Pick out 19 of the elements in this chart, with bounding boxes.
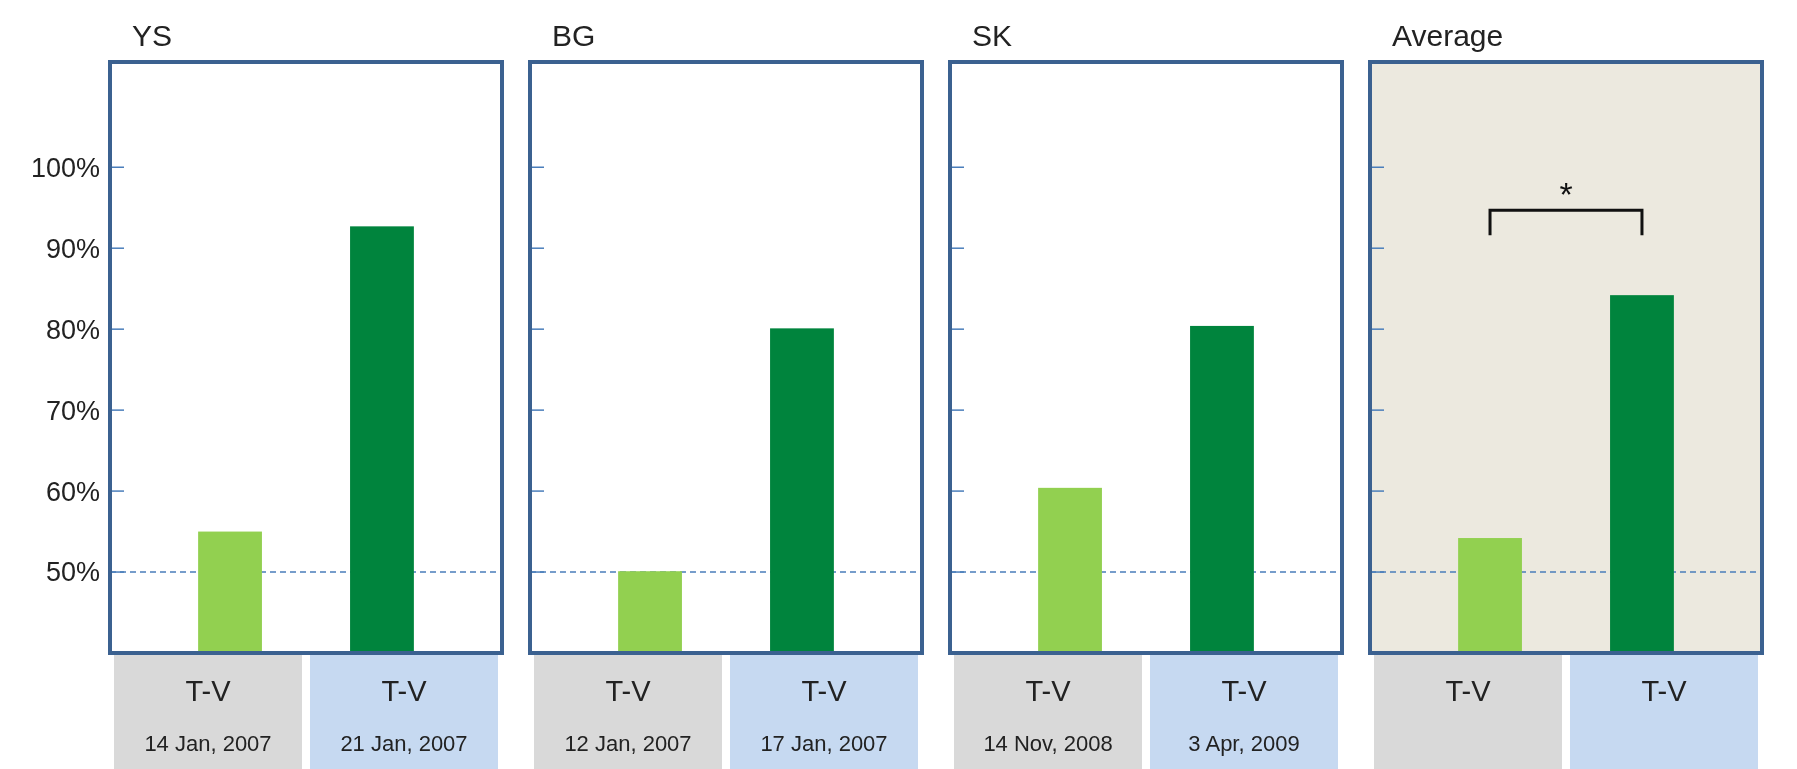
annotation: *: [1559, 175, 1573, 214]
chart-title: BG: [552, 19, 596, 52]
y-tick-label: 80%: [45, 314, 100, 345]
x-tick-label: T-V: [1445, 675, 1492, 707]
x-tick-label: T-V: [1641, 675, 1688, 707]
x-tick-label: T-V 12 Jan, 2007: [564, 675, 692, 756]
y-tick-label: 60%: [45, 476, 100, 507]
x-tick-label: T-V 14 Jan, 2007: [144, 675, 272, 756]
y-tick-label: 90%: [45, 233, 100, 264]
chart-title: Average: [1392, 19, 1504, 52]
y-tick-label: 70%: [45, 395, 100, 426]
chart-title: YS: [132, 19, 173, 52]
y-tick-label: 50%: [45, 557, 100, 588]
x-tick-label: T-V 14 Nov, 2008: [983, 675, 1113, 756]
y-tick-label: 100%: [30, 152, 100, 183]
x-tick-label: T-V 17 Jan, 2007: [760, 675, 888, 756]
x-tick-label: T-V 3 Apr, 2009: [1188, 675, 1300, 756]
chart-title: SK: [972, 19, 1013, 52]
x-tick-label: T-V 21 Jan, 2007: [340, 675, 468, 756]
